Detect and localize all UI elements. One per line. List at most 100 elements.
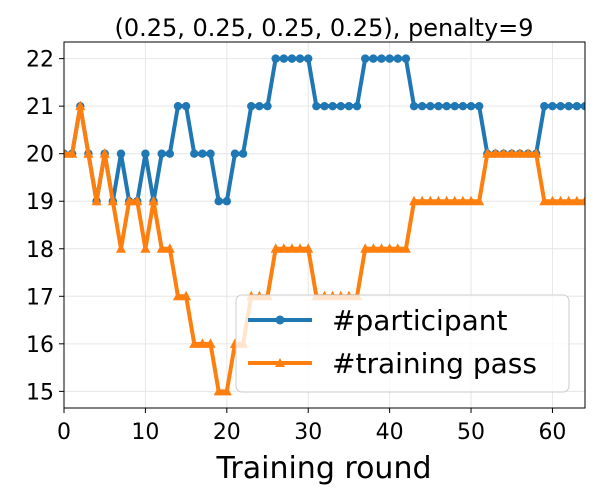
legend-label-training-pass: #training pass bbox=[332, 347, 537, 380]
data-point bbox=[205, 338, 216, 348]
chart-title: (0.25, 0.25, 0.25, 0.25), penalty=9 bbox=[114, 14, 533, 42]
data-point bbox=[278, 243, 289, 253]
data-point bbox=[320, 101, 329, 111]
data-point bbox=[238, 149, 248, 158]
data-point bbox=[287, 54, 297, 63]
data-point bbox=[401, 54, 411, 63]
data-point bbox=[115, 243, 126, 253]
data-point bbox=[458, 101, 468, 111]
data-point bbox=[172, 290, 183, 301]
y-tick-label: 15 bbox=[26, 380, 54, 405]
y-tick-label: 17 bbox=[26, 285, 54, 310]
data-point bbox=[156, 243, 167, 253]
x-tick-label: 50 bbox=[457, 420, 485, 445]
data-point bbox=[255, 101, 264, 111]
data-point bbox=[344, 101, 354, 111]
data-point bbox=[540, 101, 549, 111]
data-point bbox=[213, 385, 224, 396]
y-tick-label: 16 bbox=[26, 333, 54, 358]
plot-frame bbox=[63, 41, 586, 409]
data-point bbox=[352, 101, 362, 111]
data-point bbox=[181, 101, 191, 111]
series-1 bbox=[64, 54, 585, 206]
y-axis-ticks: 15 16 17 18 19 20 21 22 bbox=[26, 48, 64, 405]
legend-label-participant: #participant bbox=[332, 304, 508, 337]
data-point bbox=[376, 243, 387, 253]
data-point bbox=[441, 195, 452, 206]
x-axis-ticks: 0 10 20 30 40 50 60 bbox=[57, 408, 566, 445]
data-point bbox=[425, 195, 436, 206]
data-point bbox=[361, 54, 370, 63]
data-point bbox=[295, 243, 306, 253]
x-tick-label: 10 bbox=[131, 420, 159, 445]
data-point bbox=[548, 101, 557, 111]
data-point bbox=[498, 148, 509, 158]
data-point bbox=[157, 149, 166, 158]
data-point bbox=[531, 148, 542, 158]
data-point bbox=[190, 149, 199, 158]
data-point bbox=[141, 149, 150, 158]
data-point bbox=[181, 290, 192, 301]
data-point bbox=[572, 101, 582, 111]
data-point bbox=[523, 148, 534, 158]
data-point bbox=[247, 101, 256, 111]
data-point bbox=[165, 149, 175, 158]
x-tick-label: 20 bbox=[213, 420, 241, 445]
data-point bbox=[466, 195, 477, 206]
data-point bbox=[83, 148, 94, 158]
data-point bbox=[539, 195, 550, 206]
data-point bbox=[450, 101, 459, 111]
y-tick-label: 19 bbox=[26, 190, 54, 215]
data-point bbox=[279, 54, 288, 63]
data-point bbox=[514, 148, 525, 158]
data-point bbox=[393, 54, 402, 63]
data-point bbox=[99, 148, 110, 158]
data-point bbox=[206, 149, 215, 158]
data-point bbox=[385, 54, 394, 63]
data-point bbox=[434, 101, 443, 111]
data-point bbox=[360, 243, 371, 253]
data-point bbox=[426, 101, 435, 111]
series-line-1 bbox=[64, 56, 585, 204]
data-point bbox=[312, 101, 321, 111]
legend-marker-participant bbox=[275, 315, 285, 325]
data-point bbox=[369, 54, 378, 63]
x-tick-label: 40 bbox=[376, 420, 404, 445]
data-point bbox=[214, 197, 223, 206]
data-point bbox=[64, 148, 69, 158]
data-point bbox=[198, 149, 207, 158]
x-axis-label: Training round bbox=[215, 451, 431, 486]
data-point bbox=[303, 243, 314, 253]
data-point bbox=[140, 243, 151, 253]
legend-box bbox=[235, 294, 570, 393]
data-point bbox=[148, 195, 159, 206]
data-point bbox=[474, 101, 484, 111]
x-tick-label: 0 bbox=[57, 420, 71, 445]
data-point bbox=[482, 148, 493, 158]
data-point bbox=[506, 148, 517, 158]
x-tick-label: 30 bbox=[294, 420, 322, 445]
data-point bbox=[490, 148, 501, 158]
data-point bbox=[449, 195, 460, 206]
data-point bbox=[474, 195, 485, 206]
data-point bbox=[417, 101, 427, 111]
legend-marker-training-pass bbox=[275, 358, 285, 367]
data-point bbox=[304, 54, 313, 63]
data-point bbox=[263, 101, 272, 111]
data-point bbox=[555, 195, 566, 206]
y-tick-label: 22 bbox=[26, 48, 54, 73]
y-tick-label: 20 bbox=[26, 143, 54, 168]
data-point bbox=[433, 195, 444, 206]
data-point bbox=[230, 149, 240, 158]
data-point bbox=[295, 54, 305, 63]
y-tick-label: 21 bbox=[26, 95, 54, 120]
data-point bbox=[221, 385, 232, 396]
data-point bbox=[400, 243, 411, 253]
data-point bbox=[563, 195, 574, 206]
data-point bbox=[556, 101, 565, 111]
data-point bbox=[457, 195, 468, 206]
data-point bbox=[286, 243, 297, 253]
data-point bbox=[173, 101, 183, 111]
data-point bbox=[417, 195, 428, 206]
